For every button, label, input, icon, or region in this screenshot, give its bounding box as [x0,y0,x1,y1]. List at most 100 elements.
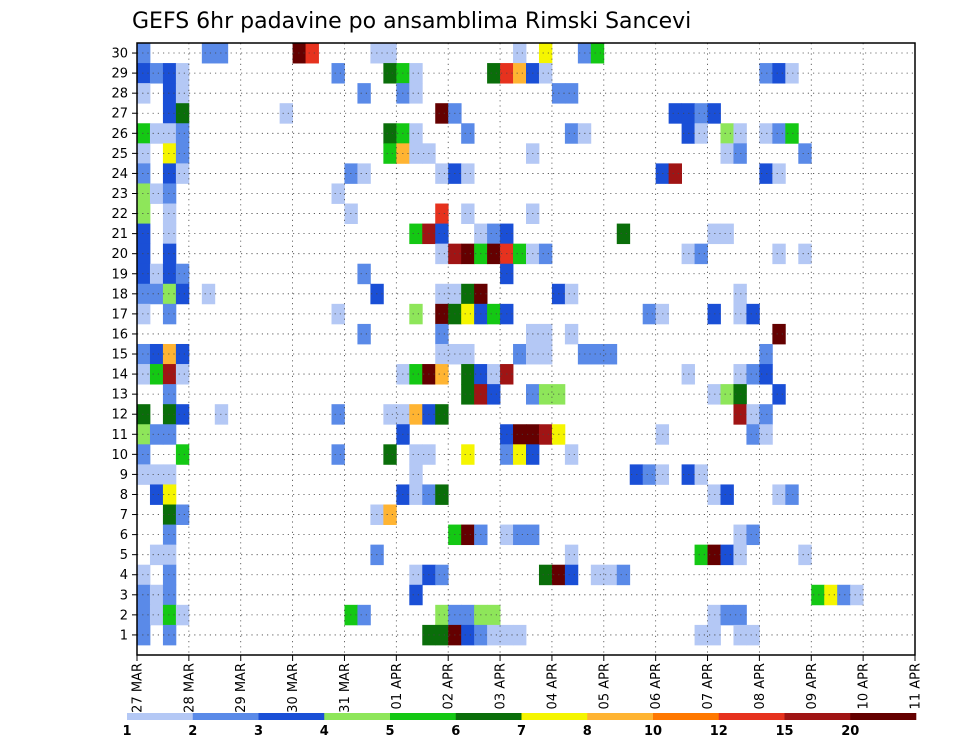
heatmap-cell [642,303,657,325]
heatmap-cell [162,283,177,305]
heatmap-cell [720,143,734,164]
heatmap-cell [149,464,164,485]
colorbar-swatch [258,713,325,720]
heatmap-cell [538,323,553,345]
heatmap-cell [162,464,177,485]
heatmap-cell [435,484,449,505]
y-tick-label: 7 [120,508,128,523]
heatmap-cell [837,584,851,606]
heatmap-cell [461,243,475,265]
heatmap-cell [435,404,449,425]
heatmap-cell [383,123,397,144]
heatmap-cell [137,203,151,224]
heatmap-cell [616,564,631,586]
y-tick-label: 17 [111,307,128,322]
x-tick-label: 09 APR [805,663,820,709]
heatmap-cell [175,504,190,525]
y-tick-label: 21 [111,227,128,242]
y-tick-label: 13 [111,388,128,403]
heatmap-cell [811,584,825,606]
heatmap-cell [137,564,151,586]
heatmap-cell [383,63,397,84]
heatmap-cell [162,263,177,285]
heatmap-cell [409,484,423,505]
heatmap-cell [772,323,786,345]
heatmap-cell [772,163,786,184]
heatmap-cell [759,404,773,425]
heatmap-cell [720,544,734,566]
colorbar-label: 8 [583,724,592,739]
heatmap-cell [357,163,371,184]
y-tick-label: 11 [111,428,128,443]
heatmap-cell [759,63,773,84]
x-tick-label: 31 MAR [338,663,353,713]
heatmap-cell [162,564,177,586]
heatmap-cell [162,143,177,164]
heatmap-cell [149,544,164,566]
heatmap-cell [175,163,190,184]
heatmap-cell [149,63,164,84]
heatmap-cell [785,484,799,505]
colorbar-swatch [587,713,654,720]
heatmap-cell [746,303,760,325]
y-tick-label: 19 [111,267,128,282]
heatmap-cell [162,384,177,405]
y-tick-label: 1 [120,628,128,643]
heatmap-cell [175,364,190,385]
heatmap-cell [137,624,151,646]
colorbar-label: 20 [841,724,859,739]
y-tick-label: 30 [111,47,128,62]
heatmap-cell [409,223,423,245]
heatmap-cell [357,323,371,345]
colorbar-swatch [455,713,522,720]
heatmap-cell [564,123,579,144]
heatmap-cell [590,343,605,365]
heatmap-cell [162,303,177,325]
heatmap-cell [137,223,151,245]
heatmap-cell [746,624,760,646]
heatmap-cell [694,243,708,265]
heatmap-cell [487,223,501,245]
heatmap-cell [162,604,177,626]
heatmap-cell [149,424,164,445]
heatmap-cell [538,384,553,405]
heatmap-cell [162,183,177,204]
heatmap-cell [513,343,527,365]
y-tick-label: 5 [120,548,128,563]
heatmap-cell [409,564,423,586]
x-tick-label: 06 APR [649,663,664,709]
heatmap-cell [149,364,164,385]
colorbar-swatch [850,713,917,720]
y-tick-label: 6 [120,528,128,543]
heatmap-cell [162,584,177,606]
heatmap-cell [162,83,177,104]
heatmap-cell [162,624,177,646]
colorbar-label: 2 [188,724,197,739]
heatmap-cells [137,43,864,646]
heatmap-cell [409,63,423,84]
heatmap-cell [720,123,734,144]
colorbar-label: 15 [775,724,793,739]
x-axis: 27 MAR 28 MAR 29 MAR 30 MAR 31 MAR 01 APR 02 A… [131,655,924,713]
heatmap-cell [733,624,747,646]
heatmap-cell [733,544,747,566]
heatmap-cell [668,163,682,184]
y-tick-label: 23 [111,187,128,202]
x-tick-label: 27 MAR [131,663,146,713]
colorbar-swatch [390,713,457,720]
heatmap-cell [137,163,151,184]
heatmap-cell [162,404,177,425]
y-tick-label: 26 [111,127,128,142]
heatmap-cell [461,303,475,325]
colorbar-swatch [521,713,588,720]
heatmap-cell [149,123,164,144]
heatmap-cell [137,444,151,465]
plot-frame [136,42,916,656]
heatmap-cell [564,83,579,104]
heatmap-cell [409,444,423,465]
heatmap-cell [149,183,164,204]
heatmap-cell [162,424,177,445]
heatmap-cell [162,163,177,184]
heatmap-cell [383,504,397,525]
heatmap-cell [435,243,449,265]
